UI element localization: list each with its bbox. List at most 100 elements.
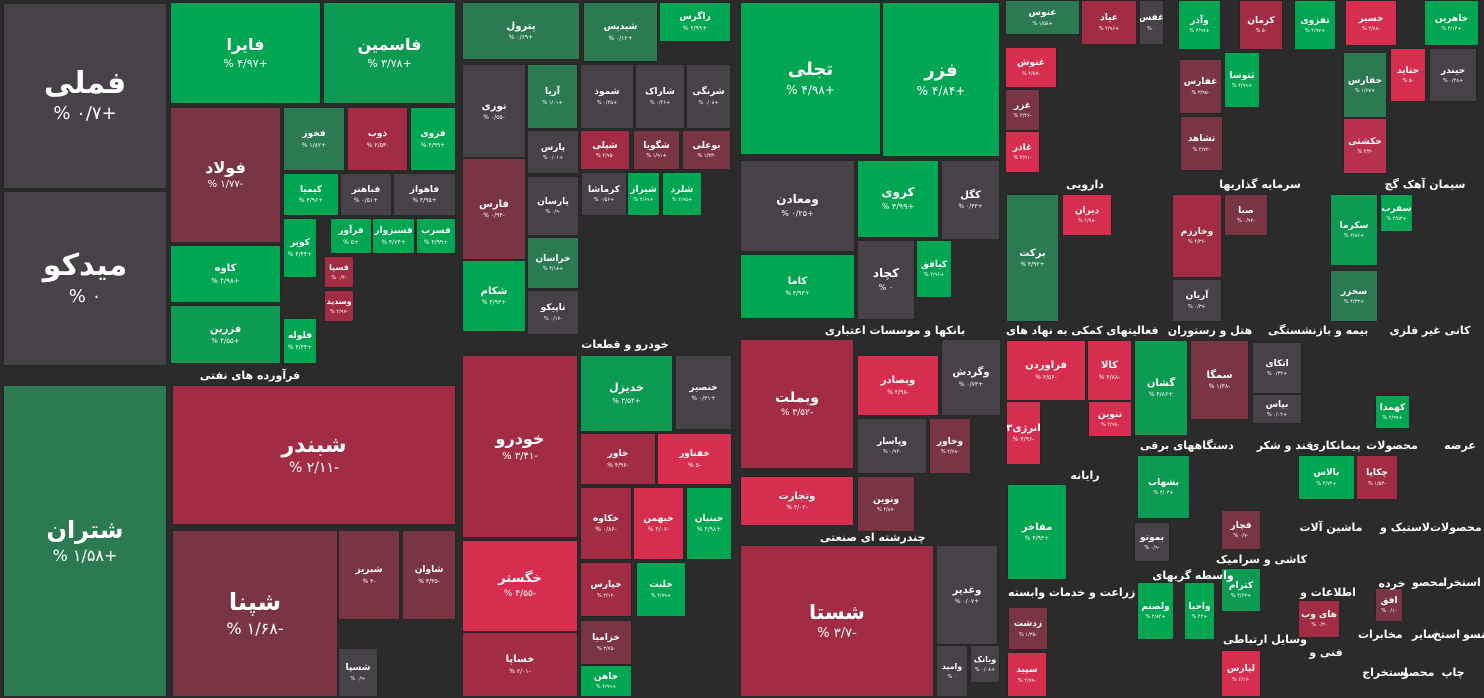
stock-tile-49[interactable]: عنوس% ۱/۵۸+	[1005, 0, 1080, 35]
stock-tile-93[interactable]: گشان % ۴/۸۶+	[1134, 340, 1188, 436]
stock-tile-24[interactable]: نوری % ۰/۵۵-	[462, 64, 526, 158]
stock-tile-106[interactable]: لپارس% ۴/۱۶-	[1221, 650, 1261, 697]
stock-tile-68[interactable]: دیران % ۴/۹۸-	[1062, 194, 1112, 236]
stock-tile-26[interactable]: شموذ% ۰/۴۵+	[580, 64, 634, 129]
stock-tile-78[interactable]: وپاسار % ۰/۹۴-	[857, 418, 927, 474]
stock-tile-122[interactable]: خاهن % ۴/۹۹+	[580, 665, 632, 697]
stock-tile-55[interactable]: وآذر % ۴/۹۹+	[1178, 0, 1221, 50]
stock-tile-70[interactable]: صبا % ۰/۹۲-	[1224, 194, 1268, 236]
stock-tile-45[interactable]: کگل % ۰/۳۳+	[941, 160, 1000, 240]
stock-tile-127[interactable]: شاوان% ۳/۳۵-	[402, 530, 456, 620]
stock-tile-108[interactable]: های وب % ۰/۳-	[1298, 600, 1340, 638]
stock-tile-114[interactable]: خکاوه % ۰/۸۶-	[580, 487, 632, 560]
stock-tile-38[interactable]: خراسان % ۴/۱۸+	[527, 237, 579, 289]
stock-tile-36[interactable]: شلرد % ۴/۹۵+	[662, 172, 702, 216]
stock-tile-91[interactable]: زدشت% ۱/۳۵-	[1008, 607, 1048, 650]
stock-tile-2[interactable]: میدکو% ۰	[3, 191, 167, 366]
stock-tile-75[interactable]: وبملت% ۳/۵۲-	[740, 339, 854, 469]
stock-tile-89[interactable]: تنوین % ۴/۹۸-	[1088, 401, 1132, 437]
stock-tile-1[interactable]: فملی% ۰/۷+	[3, 3, 167, 189]
stock-tile-123[interactable]: شتران% ۱/۵۸+	[3, 385, 167, 697]
stock-tile-43[interactable]: ومعادن % ۰/۲۵+	[740, 160, 855, 252]
stock-tile-53[interactable]: غزر % ۴/۴۶-	[1005, 89, 1040, 131]
stock-tile-74[interactable]: سخزر % ۴/۴۳+	[1330, 270, 1378, 322]
stock-tile-6[interactable]: فخوز% ۱/۸۲+	[283, 107, 345, 171]
stock-tile-15[interactable]: فسبزوار% ۴/۷۴+	[372, 218, 415, 254]
stock-tile-126[interactable]: شبریز% ۳-	[338, 530, 400, 620]
stock-tile-22[interactable]: شپدیس% ۰/۱۲+	[583, 2, 658, 62]
stock-tile-116[interactable]: خبنیان % ۴/۹۸+	[686, 487, 732, 560]
stock-tile-69[interactable]: وخارزم % ۴/۳۶-	[1172, 194, 1222, 278]
stock-tile-95[interactable]: اتکای % ۰/۳۴+	[1252, 342, 1302, 394]
stock-tile-34[interactable]: کرماشا % ۰/۵۶+	[581, 172, 627, 216]
stock-tile-60[interactable]: تشاهد% ۴/۷۲-	[1180, 116, 1223, 171]
stock-tile-62[interactable]: خاهرین % ۴/۱۴+	[1424, 0, 1479, 46]
stock-tile-21[interactable]: پترول % ۰/۶۹+	[462, 2, 580, 60]
stock-tile-99[interactable]: قچار % ۰/۷-	[1221, 510, 1261, 550]
stock-tile-92[interactable]: سپید% ۴/۹۹-	[1007, 652, 1047, 697]
stock-tile-107[interactable]: افق % ۰/۱-	[1375, 588, 1403, 622]
stock-tile-71[interactable]: آریان% ۰/۳۹-	[1172, 279, 1222, 322]
stock-tile-82[interactable]: شستا% ۳/۷-	[740, 545, 934, 697]
stock-tile-5[interactable]: فولاد % ۱/۷۷-	[170, 107, 281, 243]
stock-tile-64[interactable]: حتاید % ۵-	[1390, 48, 1426, 102]
stock-tile-128[interactable]: شسپا% ۰/۹-	[338, 648, 378, 697]
stock-tile-50[interactable]: عیاد% ۴/۹۶+	[1081, 0, 1137, 45]
stock-tile-46[interactable]: کاما% ۴/۹۳+	[740, 254, 855, 319]
stock-tile-37[interactable]: پارسان % ۰/۹-	[527, 176, 579, 236]
stock-tile-97[interactable]: کهمدا % ۴/۹۹+	[1375, 395, 1410, 429]
stock-tile-100[interactable]: بموتو % ۰/۹-	[1134, 522, 1170, 562]
stock-tile-40[interactable]: تاپیکو% ۰/۱۷-	[527, 290, 579, 335]
stock-tile-16[interactable]: فسرب% ۴/۹۹+	[416, 218, 456, 254]
stock-tile-7[interactable]: ذوب% ۲/۵۳-	[347, 107, 408, 171]
stock-tile-39[interactable]: شکام % ۴/۹۳+	[462, 260, 526, 332]
stock-tile-104[interactable]: ولصنم % ۴/۸۴+	[1137, 582, 1174, 640]
stock-tile-124[interactable]: شبندر % ۲/۱۱-	[172, 385, 456, 525]
stock-tile-65[interactable]: حیندر % ۰/۴۸+	[1429, 48, 1477, 102]
stock-tile-84[interactable]: وبانک% ۰/۰۸+	[970, 645, 1000, 683]
stock-tile-47[interactable]: کچاد % ۰	[857, 240, 915, 320]
stock-tile-13[interactable]: کویر% ۴/۴۴+	[283, 218, 317, 278]
stock-tile-54[interactable]: غاذر % ۴/۹۱-	[1005, 131, 1040, 173]
stock-tile-52[interactable]: غنوش% ۴/۸۷-	[1005, 47, 1057, 88]
stock-tile-76[interactable]: وبصادر% ۴/۹۸-	[857, 355, 939, 416]
stock-tile-17[interactable]: فسپا% ۰/۴-	[324, 256, 354, 288]
stock-tile-87[interactable]: کالا% ۴/۸۸-	[1087, 340, 1132, 401]
stock-tile-51[interactable]: غفس% ۰	[1139, 0, 1164, 45]
stock-tile-31[interactable]: شگویا % ۱/۹۱+	[633, 130, 680, 170]
stock-tile-18[interactable]: فزرین % ۴/۵۵+	[170, 305, 281, 364]
stock-tile-48[interactable]: کیافق % ۴/۹۶+	[916, 240, 952, 298]
stock-tile-41[interactable]: تجلی % ۴/۹۸+	[740, 2, 881, 155]
stock-tile-94[interactable]: سمگا % ۱/۳۸-	[1190, 340, 1249, 420]
stock-tile-119[interactable]: خلنت% ۴/۹۹+	[636, 562, 686, 617]
stock-tile-14[interactable]: فرآور% ۵+	[330, 218, 372, 254]
stock-tile-105[interactable]: واحیا % ۴۳+	[1184, 582, 1215, 640]
stock-tile-19[interactable]: وسدید% ۲/۹۷-	[324, 290, 354, 322]
stock-tile-33[interactable]: فارس % ۰/۹۴-	[462, 158, 526, 260]
stock-tile-44[interactable]: کروی % ۴/۹۹+	[857, 160, 939, 238]
stock-tile-11[interactable]: فاهواز % ۴/۹۵+	[393, 173, 456, 216]
stock-tile-80[interactable]: وتجارت % ۴/۰۲-	[740, 476, 854, 526]
stock-tile-57[interactable]: تفزوی % ۴/۹۷+	[1294, 0, 1336, 50]
stock-tile-85[interactable]: وامید% ۰	[936, 645, 968, 697]
stock-tile-35[interactable]: شیراز % ۴/۶۹+	[627, 172, 660, 216]
stock-tile-96[interactable]: بپاس % ۰/۰۴+	[1252, 394, 1302, 424]
stock-tile-73[interactable]: سکرما % ۳/۸۶+	[1330, 194, 1378, 266]
stock-tile-59[interactable]: ثتوسا % ۴/۹۹+	[1224, 52, 1260, 108]
stock-tile-118[interactable]: خپارس% ۳/۱۲-	[580, 562, 632, 617]
stock-tile-101[interactable]: کترام % ۴/۶۳+	[1221, 568, 1261, 612]
stock-tile-23[interactable]: زاگرس% ۴/۹۹+	[659, 2, 731, 42]
stock-tile-58[interactable]: غفارس% ۳/۹۵-	[1179, 59, 1222, 114]
stock-tile-103[interactable]: چکاپا% ۱/۵۳-	[1356, 455, 1398, 500]
stock-tile-109[interactable]: خودرو% ۳/۴۱-	[462, 355, 578, 538]
stock-tile-27[interactable]: شاراک% ۰/۴۶+	[635, 64, 685, 129]
stock-tile-63[interactable]: حفارس % ۱/۶۷+	[1343, 52, 1387, 118]
stock-tile-66[interactable]: حکشتی % ۴/۳-	[1343, 118, 1387, 174]
stock-tile-115[interactable]: خبهمن % ۴/۰۷-	[633, 487, 684, 560]
stock-tile-88[interactable]: انرژی۳ % ۴/۹۶-	[1006, 401, 1041, 465]
stock-tile-86[interactable]: فراوردن% ۴/۵۶-	[1006, 340, 1086, 401]
stock-tile-67[interactable]: برکت % ۴/۹۲+	[1006, 194, 1059, 322]
stock-tile-110[interactable]: خدیزل % ۳/۵۴+	[580, 355, 673, 432]
stock-tile-117[interactable]: خگستر % ۴/۵۵-	[462, 540, 578, 632]
stock-tile-77[interactable]: وگردش% ۰/۷۴+	[941, 339, 1001, 416]
